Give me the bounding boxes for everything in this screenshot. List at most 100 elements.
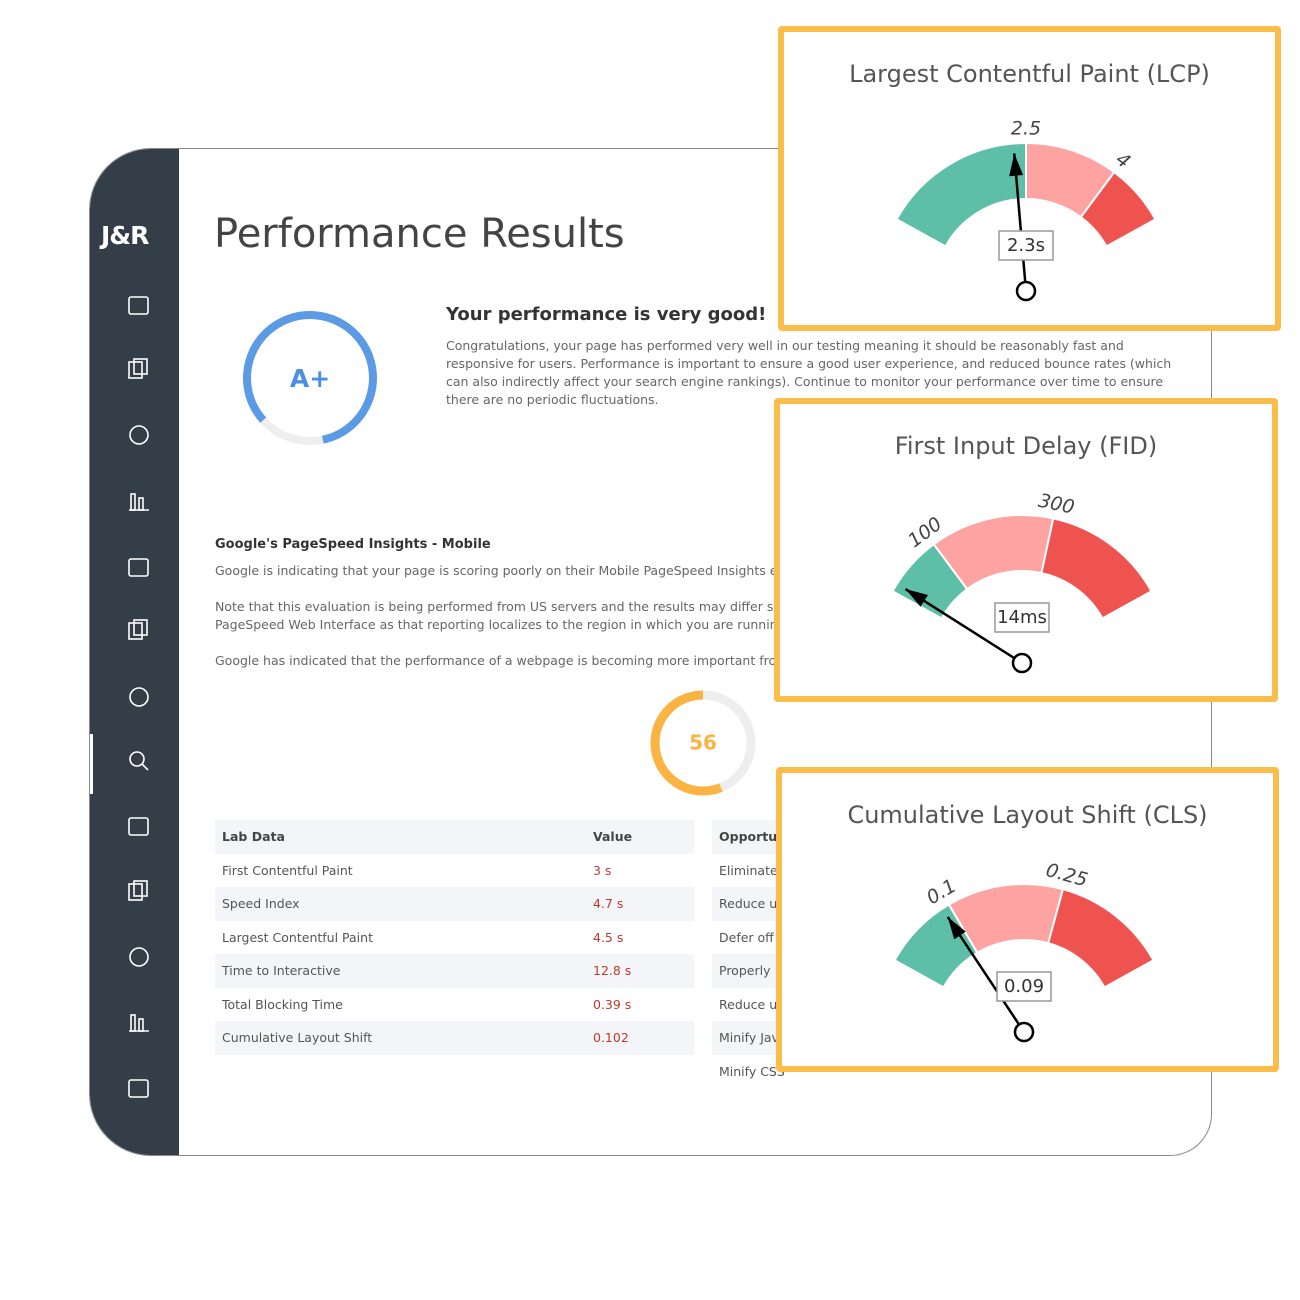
table-row: Largest Contentful Paint 4.5 s (215, 921, 694, 955)
icon-shape (130, 493, 136, 511)
icon-shape (130, 1014, 136, 1032)
icon-shape (138, 1018, 144, 1032)
gauge-title: First Input Delay (FID) (894, 432, 1158, 460)
value-label: 2.3s (1007, 235, 1045, 256)
icon-shape (128, 622, 143, 640)
gauge-card: Cumulative Layout Shift (CLS) 0.1 0.25 0.09 (776, 767, 1279, 1072)
label-cell: Total Blocking Time (222, 996, 343, 1012)
grade-ring: A+ (243, 311, 377, 445)
icon-shape (133, 358, 148, 375)
value-cell: 4.7 s (593, 896, 624, 912)
paragraph-line: Google is indicating that your page is s… (215, 563, 804, 578)
value-cell: 3 s (593, 862, 612, 878)
page-title: Performance Results (214, 211, 625, 257)
icon-shape (133, 619, 148, 636)
nav-icon[interactable] (129, 1014, 149, 1032)
needle (1009, 153, 1028, 292)
icon-shape (129, 947, 149, 967)
label-cell: Eliminate (719, 862, 778, 878)
nav-icon[interactable] (128, 619, 148, 640)
icon-shape (129, 425, 149, 445)
needle-pivot (1013, 1021, 1035, 1043)
nav-icon[interactable] (129, 493, 149, 511)
label-cell: Largest Contentful Paint (222, 929, 373, 945)
gauge-title: Cumulative Layout Shift (CLS) (847, 801, 1208, 829)
needle-pivot (1015, 280, 1037, 302)
needle-shaft (904, 587, 1023, 665)
nav-icon[interactable] (128, 558, 149, 577)
icon-shape (138, 497, 144, 511)
needle-head (1009, 153, 1024, 177)
nav-icon[interactable] (128, 817, 149, 836)
icon-shape (133, 880, 148, 897)
nav-icon[interactable] (129, 947, 149, 967)
nav-icon[interactable] (129, 687, 149, 707)
icon-shape (128, 1079, 149, 1098)
value-cell: 4.5 s (593, 929, 624, 945)
gauge: 0.1 0.250.09 (893, 859, 1155, 1043)
label-cell: Time to Interactive (222, 963, 341, 979)
logo[interactable]: J&R (101, 221, 149, 250)
score-ring: 56 (650, 690, 756, 796)
label-cell: Minify Jav (719, 1030, 779, 1046)
active-indicator (90, 734, 93, 794)
lab-table: Lab Data Value First Contentful Paint 3 s Sp… (215, 820, 694, 1055)
table-row: Reduce u (712, 988, 1211, 1022)
value-cell: 12.8 s (593, 963, 632, 979)
value-box (994, 602, 1050, 633)
value-label: 14ms (997, 607, 1047, 628)
nav-icon[interactable] (128, 296, 149, 315)
sidebar: J&R (90, 149, 179, 1155)
label-cell: Minify CSS (719, 1063, 785, 1079)
sidebar-icons (90, 296, 149, 1098)
table-row: Eliminate (712, 854, 1211, 888)
table-row: First Contentful Paint 3 s (215, 854, 694, 888)
label-cell: First Contentful Paint (222, 862, 353, 878)
label-cell: Properly (719, 963, 771, 979)
nav-icon[interactable] (129, 425, 149, 445)
summary-text: Congratulations, your page has performed… (446, 338, 1172, 407)
gauge-band (1040, 517, 1153, 620)
paragraph-line: Google has indicated that the performanc… (215, 653, 800, 668)
tick-label: 300 (1036, 490, 1076, 519)
value-cell: 0.39 s (593, 996, 632, 1012)
score-arc (650, 690, 756, 796)
value-box (996, 971, 1052, 1002)
nav-icon[interactable] (128, 358, 148, 379)
icon-shape (128, 817, 149, 836)
label-cell: Cumulative Layout Shift (222, 1030, 373, 1046)
tick-label: 2.5 (1011, 118, 1041, 140)
nav-icon[interactable] (128, 1079, 149, 1098)
nav-icon[interactable] (128, 880, 148, 901)
icon-shape (129, 751, 145, 767)
needle-pivot (1011, 652, 1033, 674)
label-cell: Reduce u (719, 996, 778, 1012)
gauge-card: Largest Contentful Paint (LCP) 2.5 4 2.3s (778, 26, 1281, 331)
label-cell: Defer off (719, 929, 774, 945)
icon-shape (128, 883, 143, 901)
icon-shape (128, 296, 149, 315)
table-row: Defer off (712, 921, 1211, 955)
icon-shape (128, 361, 143, 379)
needle-shaft (1013, 153, 1028, 292)
paragraph-line: PageSpeed Web Interface as that reportin… (215, 617, 803, 632)
gauge-title: Largest Contentful Paint (LCP) (849, 60, 1210, 88)
grade: A+ (290, 364, 330, 393)
header-cell: Opportu (719, 829, 778, 845)
needle-head (905, 589, 928, 607)
value-box (998, 230, 1054, 261)
needle (946, 916, 1026, 1033)
table-row: Time to Interactive 12.8 s (215, 954, 694, 988)
value-label: 0.09 (1004, 976, 1044, 997)
nav-icon[interactable] (129, 751, 149, 771)
table-row: Cumulative Layout Shift 0.102 (215, 1021, 694, 1055)
icon-shape (129, 687, 149, 707)
gauge-band (1046, 887, 1155, 989)
section-heading: Google's PageSpeed Insights - Mobile (215, 537, 491, 552)
value-cell: 0.102 (593, 1030, 629, 1046)
gauge: 2.5 4 2.3s (895, 118, 1157, 302)
needle (904, 587, 1023, 665)
icon-shape (128, 558, 149, 577)
needle-shaft (946, 916, 1026, 1033)
needle-head (947, 916, 966, 940)
